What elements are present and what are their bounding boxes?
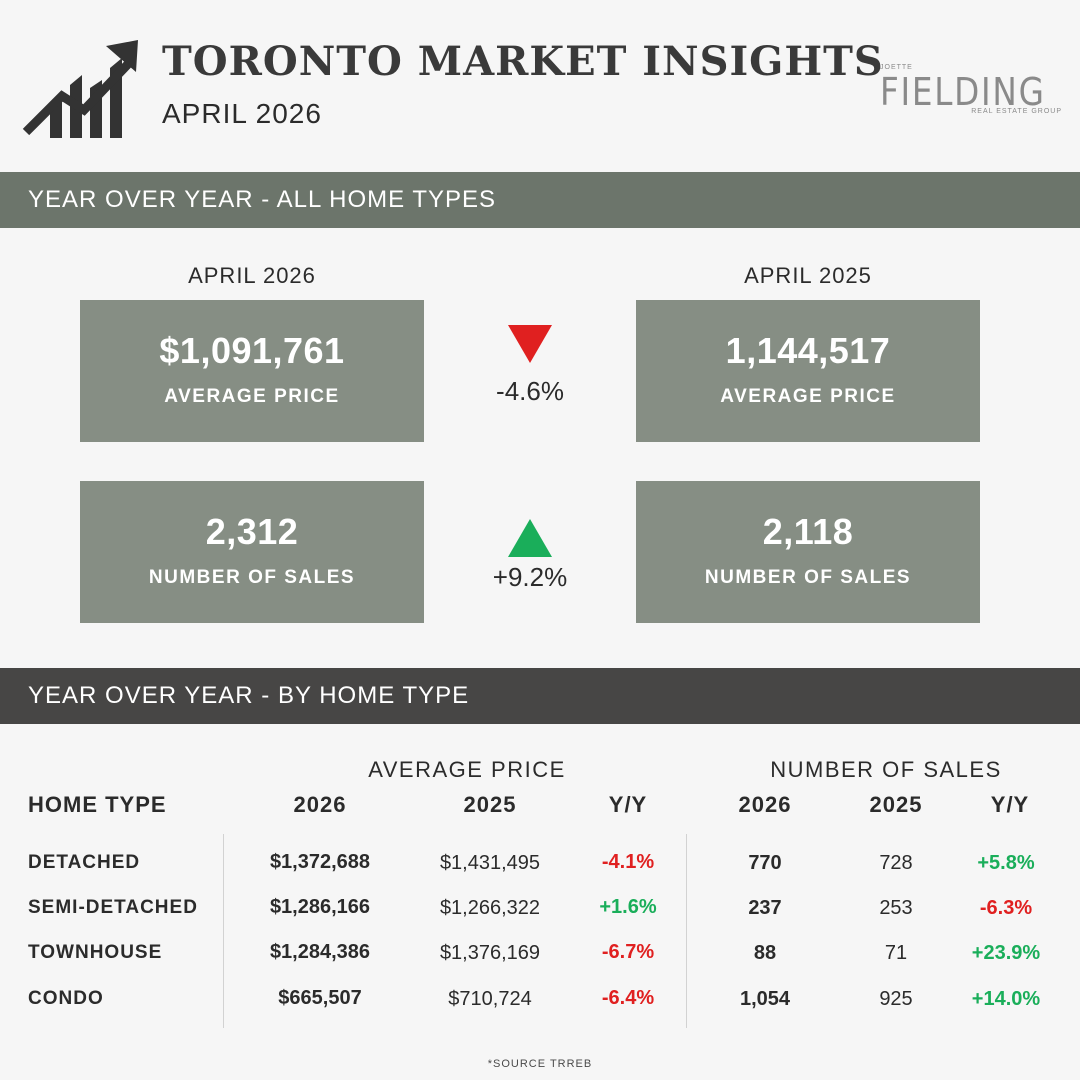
header-sales-2025: 2025 xyxy=(869,792,923,817)
current-price-label: AVERAGE PRICE xyxy=(164,386,340,407)
home-type-townhouse: TOWNHOUSE xyxy=(28,942,163,963)
home-type-condo: CONDO xyxy=(28,988,104,1009)
previous-sales-label: NUMBER OF SALES xyxy=(704,567,912,588)
table-cell: 1,054 xyxy=(739,988,791,1010)
table-cell: 237 xyxy=(748,897,782,919)
table-cell: 253 xyxy=(879,897,913,919)
previous-period-label: APRIL 2025 xyxy=(744,263,872,288)
current-period-label: APRIL 2026 xyxy=(188,263,316,288)
table-cell: -6.7% xyxy=(601,941,655,963)
average-price-group-label: AVERAGE PRICE xyxy=(368,757,566,782)
table-cell: 71 xyxy=(884,942,908,964)
up-arrow-icon xyxy=(508,519,552,557)
brand-small-text: JOETTE xyxy=(880,64,913,71)
current-sales-card: 2,312 NUMBER OF SALES xyxy=(80,481,424,623)
table-cell: -6.3% xyxy=(979,897,1033,919)
previous-price-card: 1,144,517 AVERAGE PRICE xyxy=(636,300,980,442)
growth-chart-icon xyxy=(22,40,140,140)
current-sales-label: NUMBER OF SALES xyxy=(148,567,356,588)
header-sales-2026: 2026 xyxy=(738,792,792,817)
previous-sales-card: 2,118 NUMBER OF SALES xyxy=(636,481,980,623)
page-title: TORONTO MARKET INSIGHTS xyxy=(162,38,884,85)
current-price-card: $1,091,761 AVERAGE PRICE xyxy=(80,300,424,442)
table-cell: 88 xyxy=(753,942,777,964)
brand-tagline: REAL ESTATE GROUP xyxy=(971,108,1062,115)
home-type-semi-detached: SEMI-DETACHED xyxy=(28,897,198,918)
section-bar-by-type: YEAR OVER YEAR - BY HOME TYPE xyxy=(0,668,1080,724)
table-cell: -4.1% xyxy=(601,851,655,873)
page-subtitle: APRIL 2026 xyxy=(162,98,322,129)
current-sales-value: 2,312 xyxy=(205,511,299,552)
source-note: *SOURCE TRREB xyxy=(487,1058,593,1070)
table-cell: $1,372,688 xyxy=(269,851,371,873)
table-divider xyxy=(223,834,224,1028)
table-cell: $665,507 xyxy=(278,987,362,1009)
table-cell: $1,266,322 xyxy=(439,897,541,919)
header-home-type: HOME TYPE xyxy=(28,792,167,817)
table-cell: +14.0% xyxy=(971,988,1041,1010)
table-cell: $710,724 xyxy=(448,988,532,1010)
table-cell: 770 xyxy=(748,852,782,874)
current-price-value: $1,091,761 xyxy=(159,330,345,371)
previous-price-value: 1,144,517 xyxy=(725,330,891,371)
brand-name: FIELDING xyxy=(880,70,1046,114)
home-type-detached: DETACHED xyxy=(28,852,141,873)
table-cell: +5.8% xyxy=(977,852,1035,874)
down-arrow-icon xyxy=(508,325,552,363)
table-cell: 728 xyxy=(879,852,913,874)
table-cell: $1,431,495 xyxy=(439,852,541,874)
brand-logo: JOETTE FIELDING REAL ESTATE GROUP xyxy=(880,62,1062,122)
table-divider xyxy=(686,834,687,1028)
header-price-2025: 2025 xyxy=(463,792,517,817)
header-price-yy: Y/Y xyxy=(608,792,648,817)
header-price-2026: 2026 xyxy=(293,792,347,817)
table-cell: +1.6% xyxy=(599,896,657,918)
table-cell: -6.4% xyxy=(601,987,655,1009)
table-cell: $1,376,169 xyxy=(439,942,541,964)
number-of-sales-group-label: NUMBER OF SALES xyxy=(770,757,1002,782)
section-bar-all-types: YEAR OVER YEAR - ALL HOME TYPES xyxy=(0,172,1080,228)
section-title: YEAR OVER YEAR - ALL HOME TYPES xyxy=(28,186,497,213)
price-change: -4.6% xyxy=(496,376,564,406)
section-title: YEAR OVER YEAR - BY HOME TYPE xyxy=(28,682,470,709)
previous-price-label: AVERAGE PRICE xyxy=(720,386,896,407)
table-cell: 925 xyxy=(879,988,913,1010)
header-sales-yy: Y/Y xyxy=(990,792,1030,817)
table-cell: $1,286,166 xyxy=(269,896,371,918)
table-cell: +23.9% xyxy=(971,942,1041,964)
table-cell: $1,284,386 xyxy=(269,941,371,963)
previous-sales-value: 2,118 xyxy=(762,511,854,552)
sales-change: +9.2% xyxy=(492,562,568,592)
